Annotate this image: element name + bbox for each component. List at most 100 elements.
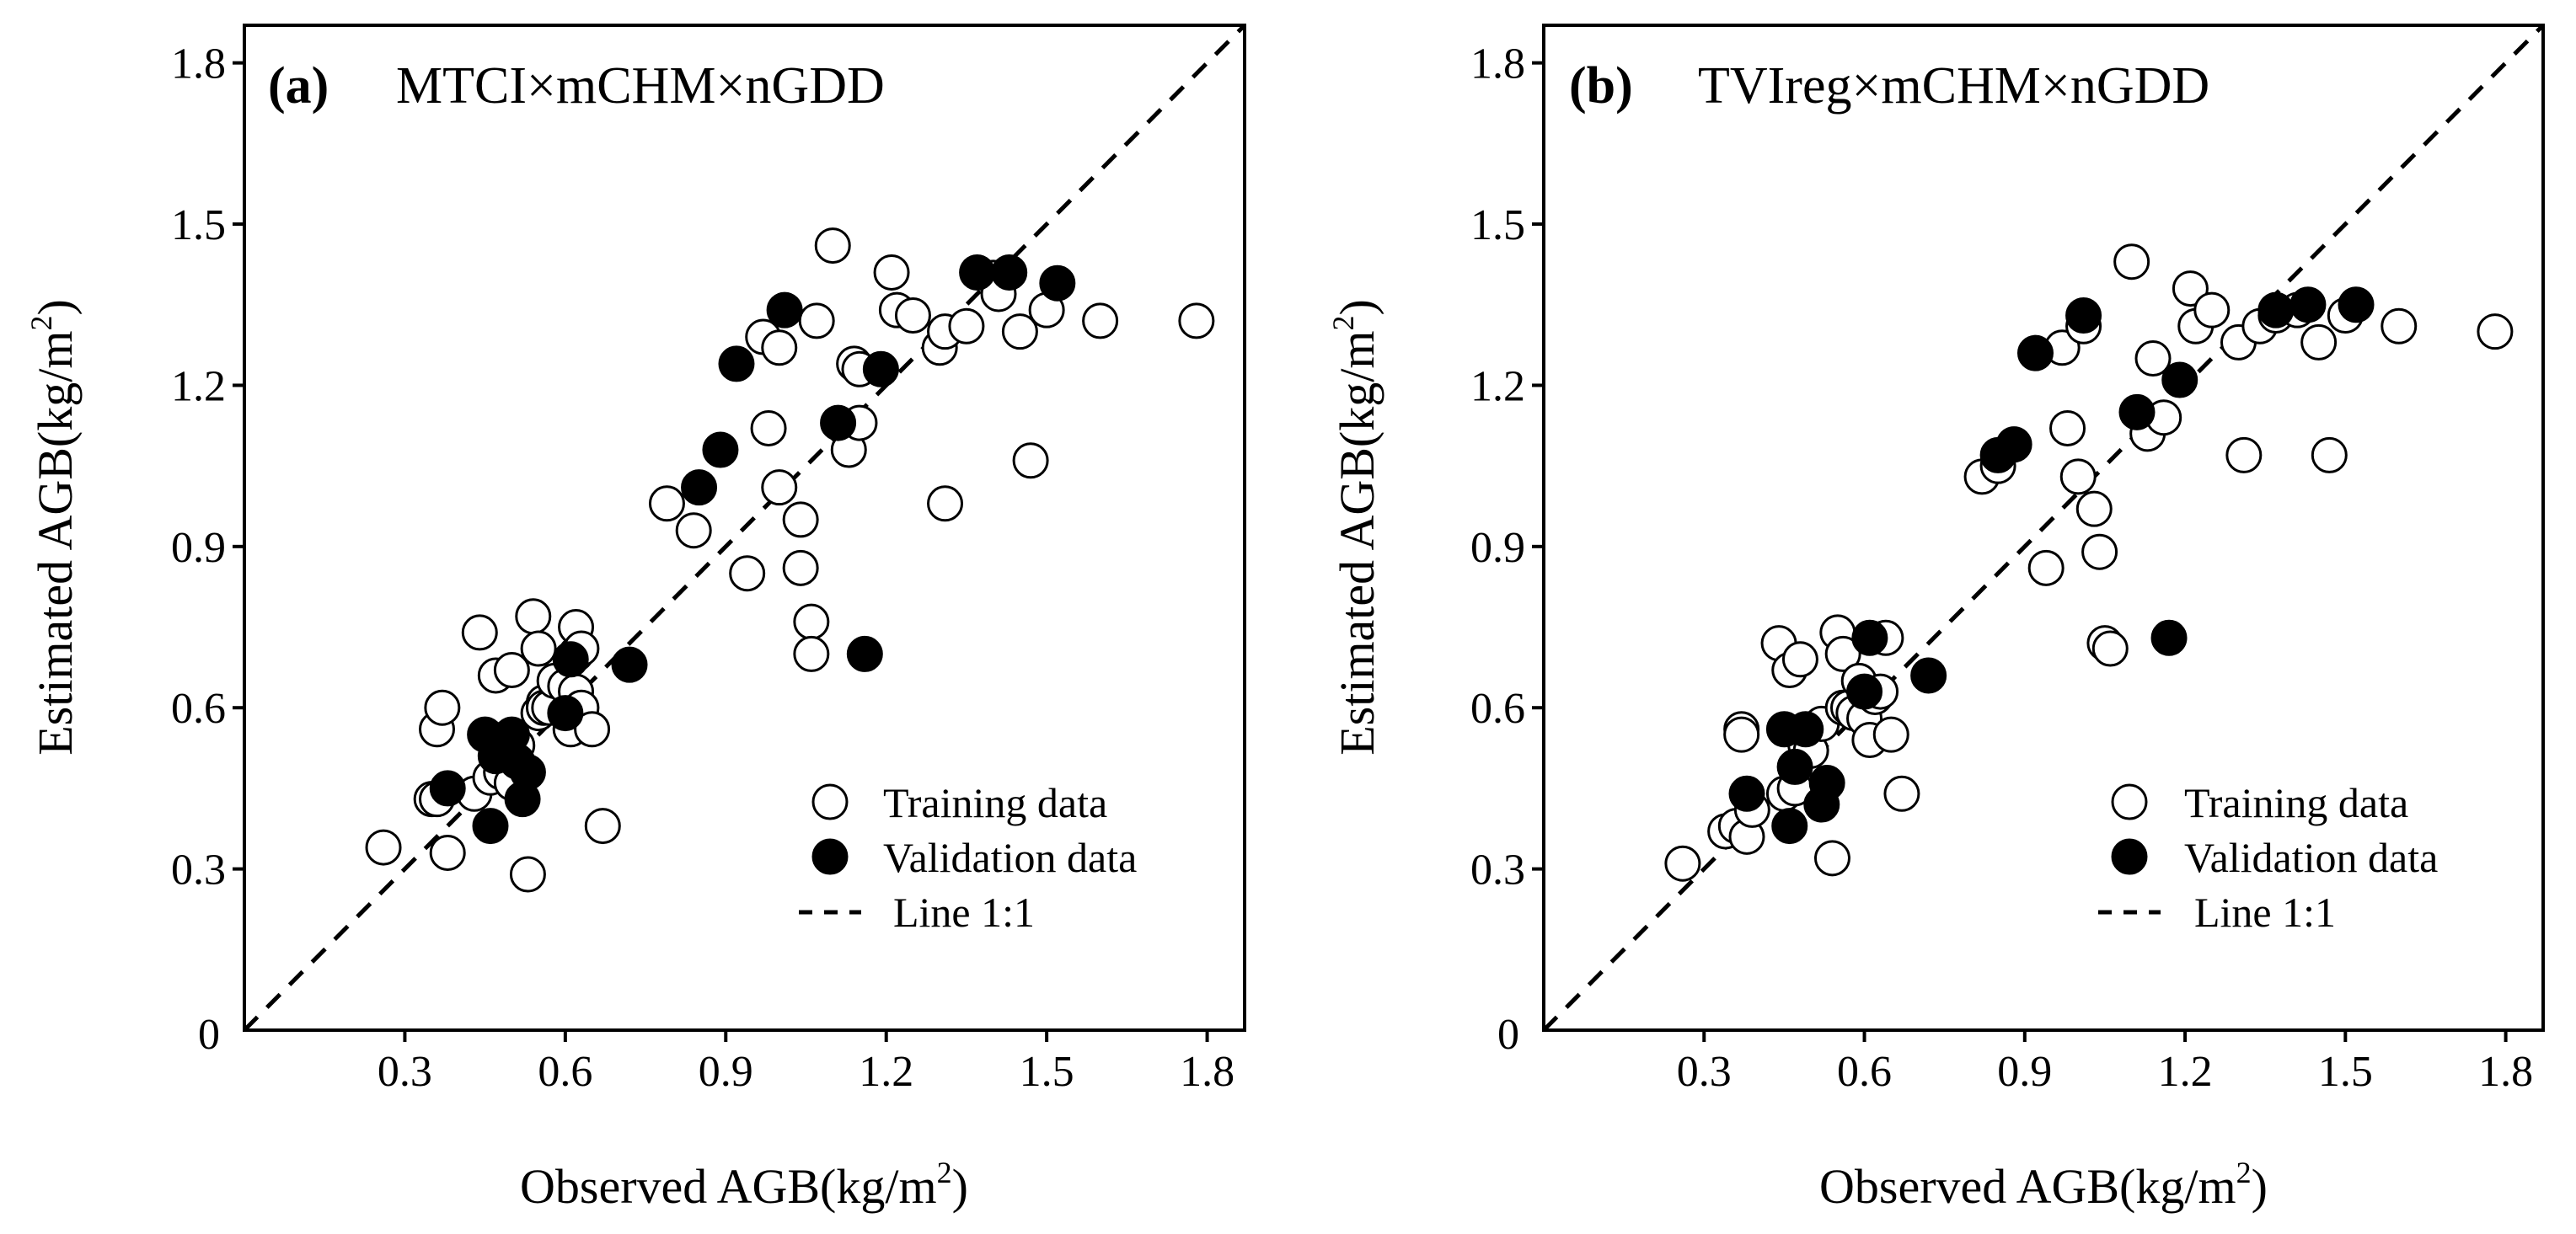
scatter-points <box>1664 243 2514 882</box>
origin-label: 0 <box>1497 1011 1519 1059</box>
x-tick-label: 0.3 <box>378 1048 432 1096</box>
training-point <box>761 329 798 366</box>
validation-point <box>820 404 857 441</box>
panel-b: 0.3 0.6 0.9 1.2 1.5 1.8 0.3 0.6 0.9 1.2 1.5 1.8 (b)… <box>1326 24 2545 1214</box>
training-point <box>1082 302 1119 339</box>
training-point <box>1723 716 1760 753</box>
training-point <box>2049 409 2086 446</box>
validation-point <box>2016 334 2054 371</box>
validation-point <box>862 350 899 387</box>
training-point <box>1781 641 1818 678</box>
panel-title: MTCI×mCHM×nGDD <box>396 57 885 115</box>
validation-point <box>2338 286 2375 323</box>
axis-ticks: 0.3 0.6 0.9 1.2 1.5 1.8 0.3 0.6 0.9 1.2 1.5 1.8 <box>171 40 1234 1096</box>
validation-point <box>1039 264 1076 302</box>
validation-point <box>718 345 755 382</box>
x-tick-label: 0.9 <box>1997 1048 2052 1096</box>
y-tick-label: 0.6 <box>171 685 226 733</box>
training-point <box>429 834 466 871</box>
training-point <box>675 512 712 549</box>
training-point <box>1178 302 1215 339</box>
training-point <box>729 555 766 592</box>
validation-point <box>472 808 509 845</box>
y-tick-label: 1.8 <box>1470 40 1525 88</box>
y-axis-title: Estimated AGB(kg/m2) <box>24 299 83 756</box>
x-tick-label: 1.8 <box>1180 1048 1234 1096</box>
training-point <box>894 297 931 334</box>
validation-point <box>1846 673 1883 710</box>
axis-ticks: 0.3 0.6 0.9 1.2 1.5 1.8 0.3 0.6 0.9 1.2 1.5 1.8 <box>1470 40 2533 1096</box>
legend-training-label: Training data <box>883 779 1107 826</box>
x-axis-title: Observed AGB(kg/m2) <box>520 1156 968 1214</box>
training-point <box>2477 313 2514 350</box>
training-point <box>515 598 552 635</box>
validation-point <box>611 646 648 683</box>
y-tick-label: 0.9 <box>171 524 226 572</box>
x-tick-label: 1.2 <box>2158 1048 2213 1096</box>
validation-point <box>1771 808 1808 845</box>
validation-point <box>1776 748 1813 785</box>
training-point <box>793 603 830 640</box>
validation-point <box>959 254 996 291</box>
training-point <box>493 652 530 689</box>
validation-point <box>1787 711 1824 748</box>
training-point <box>1664 845 1701 882</box>
training-point <box>2193 291 2231 329</box>
validation-point <box>681 469 718 506</box>
legend-line-label: Line 1:1 <box>893 889 1035 936</box>
validation-point <box>509 754 546 791</box>
x-tick-label: 1.5 <box>1020 1048 1074 1096</box>
training-point <box>1824 635 1861 672</box>
training-point <box>2091 630 2129 667</box>
y-tick-label: 0.3 <box>171 847 226 895</box>
y-tick-label: 1.2 <box>1470 362 1525 410</box>
y-axis-title: Estimated AGB(kg/m2) <box>1326 299 1384 756</box>
y-tick-label: 0.3 <box>1470 847 1525 895</box>
validation-point <box>2150 619 2188 656</box>
training-point <box>1012 442 1049 479</box>
y-tick-label: 1.5 <box>171 201 226 249</box>
training-point <box>2381 307 2418 345</box>
training-point <box>948 307 985 345</box>
training-point <box>365 829 402 866</box>
panel-label: (b) <box>1569 57 1633 115</box>
y-tick-label: 1.5 <box>1470 201 1525 249</box>
x-tick-label: 0.9 <box>699 1048 753 1096</box>
training-point <box>424 689 461 726</box>
training-point <box>2172 270 2209 307</box>
training-point <box>2311 436 2348 473</box>
y-tick-label: 1.2 <box>171 362 226 410</box>
one-to-one-line <box>243 24 1246 1032</box>
scatter-points <box>365 227 1215 893</box>
legend-line-label: Line 1:1 <box>2194 889 2336 936</box>
training-point <box>648 485 685 522</box>
training-point <box>2027 549 2065 586</box>
training-point <box>793 635 830 672</box>
x-tick-label: 1.2 <box>859 1048 913 1096</box>
training-point <box>584 808 621 845</box>
training-point <box>927 485 964 522</box>
x-axis-title: Observed AGB(kg/m2) <box>1819 1156 2268 1214</box>
training-point <box>750 409 787 446</box>
panel-a: 0.3 0.6 0.9 1.2 1.5 1.8 0.3 0.6 0.9 1.2 1.5 1.8 (a)… <box>24 24 1246 1214</box>
training-point <box>520 630 557 667</box>
validation-point <box>2161 361 2198 398</box>
origin-label: 0 <box>198 1011 220 1059</box>
training-point <box>509 856 546 893</box>
legend-validation-label: Validation data <box>883 834 1137 881</box>
legend-validation-marker <box>2111 838 2148 875</box>
validation-point <box>552 641 589 678</box>
legend-training-marker <box>2111 783 2148 820</box>
plot-frame <box>1542 24 2545 1032</box>
legend-validation-marker <box>811 838 849 875</box>
x-tick-label: 1.8 <box>2478 1048 2533 1096</box>
validation-point <box>1995 426 2032 463</box>
training-point <box>2300 323 2338 361</box>
training-point <box>1872 716 1909 753</box>
y-tick-label: 0.6 <box>1470 685 1525 733</box>
training-point <box>2134 340 2172 377</box>
panel-label: (a) <box>268 57 329 115</box>
validation-point <box>1728 775 1765 812</box>
training-point <box>2075 490 2113 527</box>
